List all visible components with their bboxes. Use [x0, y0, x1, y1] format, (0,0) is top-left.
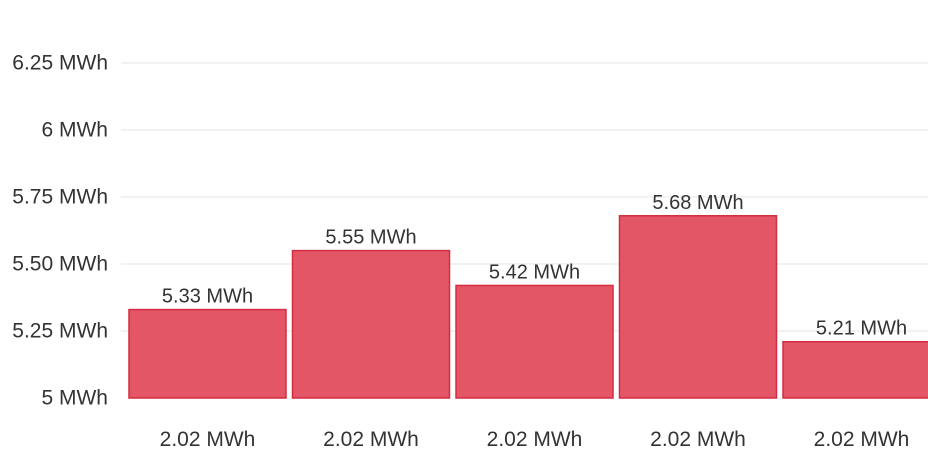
bar-value-label: 5.42 MWh [489, 261, 580, 283]
bar[interactable] [128, 308, 287, 399]
x-tick-label: 2.02 MWh [323, 428, 419, 451]
x-tick-label: 2.02 MWh [650, 428, 746, 451]
bars [128, 215, 928, 399]
bar-value-label: 5.21 MWh [816, 318, 907, 340]
y-tick-label: 6 MWh [41, 119, 108, 142]
x-tick-label: 2.02 MWh [814, 428, 910, 451]
y-tick-label: 6.25 MWh [12, 52, 108, 75]
gridlines [121, 62, 928, 332]
x-tick-label: 2.02 MWh [487, 428, 583, 451]
x-axis-tick-labels: 2.02 MWh 2.02 MWh 2.02 MWh 2.02 MWh 2.02 MWh [160, 428, 910, 451]
bar[interactable] [455, 284, 614, 399]
bar[interactable] [618, 215, 778, 399]
bar[interactable] [291, 249, 451, 399]
y-tick-label: 5.25 MWh [12, 320, 108, 343]
bar[interactable] [782, 340, 928, 399]
bar-value-label: 5.68 MWh [652, 192, 743, 214]
y-tick-label: 5.50 MWh [12, 253, 108, 276]
y-tick-label: 5.75 MWh [12, 186, 108, 209]
bar-value-label: 5.33 MWh [162, 286, 253, 308]
y-tick-label: 5 MWh [41, 387, 108, 410]
x-tick-label: 2.02 MWh [160, 428, 256, 451]
bar-value-labels: 5.33 MWh 5.55 MWh 5.42 MWh 5.68 MWh 5.21 MWh [162, 192, 907, 340]
y-axis-tick-labels: 5 MWh 5.25 MWh 5.50 MWh 5.75 MWh 6 MWh 6.25 M… [12, 52, 108, 410]
bar-value-label: 5.55 MWh [325, 227, 416, 249]
